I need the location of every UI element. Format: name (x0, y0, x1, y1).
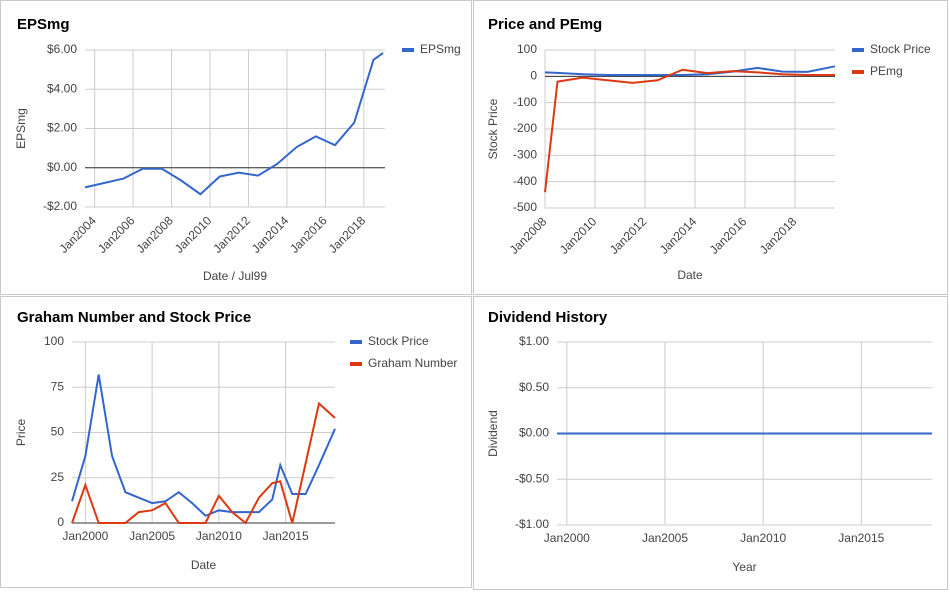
legend-swatch (350, 340, 362, 344)
y-axis-title: EPSmg (14, 108, 28, 149)
y-tick-label: -300 (513, 148, 537, 162)
data-line (544, 68, 835, 193)
y-tick-label: $6.00 (47, 42, 77, 56)
y-tick-label: 100 (517, 42, 537, 56)
y-tick-label: $1.00 (519, 334, 549, 348)
y-tick-label: -500 (513, 200, 537, 214)
y-tick-label: 25 (51, 470, 65, 484)
y-tick-label: -100 (513, 95, 537, 109)
chart-title: Price and PEmg (488, 16, 602, 33)
data-line (71, 401, 336, 525)
x-tick-label: Jan2015 (838, 531, 884, 545)
legend-swatch (852, 70, 864, 74)
y-tick-label: -$2.00 (43, 199, 77, 213)
x-tick-label: Jan2005 (129, 529, 175, 543)
x-tick-label: Jan2010 (196, 529, 242, 543)
legend-label: Stock Price (368, 334, 429, 348)
legend-label: EPSmg (420, 42, 461, 56)
x-axis-title: Date (191, 558, 217, 572)
chart-title: EPSmg (17, 16, 70, 33)
legend-label: Stock Price (870, 42, 931, 56)
chart-title: Dividend History (488, 309, 608, 326)
y-tick-label: $4.00 (47, 81, 77, 95)
y-tick-label: 0 (57, 515, 64, 529)
legend-swatch (350, 362, 362, 366)
y-tick-label: -200 (513, 121, 537, 135)
data-line (544, 65, 836, 77)
x-axis-title: Date / Jul99 (203, 269, 267, 283)
data-line (84, 52, 384, 196)
y-tick-label: 50 (51, 425, 65, 439)
legend-swatch (402, 48, 414, 52)
y-tick-label: -400 (513, 174, 537, 188)
y-tick-label: $0.00 (519, 426, 549, 440)
x-tick-label: Jan2000 (544, 531, 590, 545)
panel (0, 296, 472, 588)
y-tick-label: -$1.00 (515, 517, 549, 531)
y-axis-title: Stock Price (486, 98, 500, 159)
x-tick-label: Jan2015 (263, 529, 309, 543)
x-axis-title: Year (732, 560, 756, 574)
y-tick-label: 75 (51, 379, 65, 393)
data-line (71, 374, 336, 517)
x-tick-label: Jan2010 (740, 531, 786, 545)
x-tick-label: Jan2000 (62, 529, 108, 543)
y-tick-label: $0.00 (47, 160, 77, 174)
panel (473, 296, 948, 590)
x-axis-title: Date (677, 268, 703, 282)
y-tick-label: $0.50 (519, 380, 549, 394)
x-tick-label: Jan2005 (642, 531, 688, 545)
legend-label: Graham Number (368, 356, 457, 370)
chart-title: Graham Number and Stock Price (17, 309, 251, 326)
y-tick-label: -$0.50 (515, 471, 549, 485)
y-axis-title: Dividend (486, 410, 500, 457)
legend-swatch (852, 48, 864, 52)
y-tick-label: $2.00 (47, 121, 77, 135)
legend-label: PEmg (870, 64, 903, 78)
y-tick-label: 100 (44, 334, 64, 348)
y-axis-title: Price (14, 419, 28, 447)
y-tick-label: 0 (530, 69, 537, 83)
